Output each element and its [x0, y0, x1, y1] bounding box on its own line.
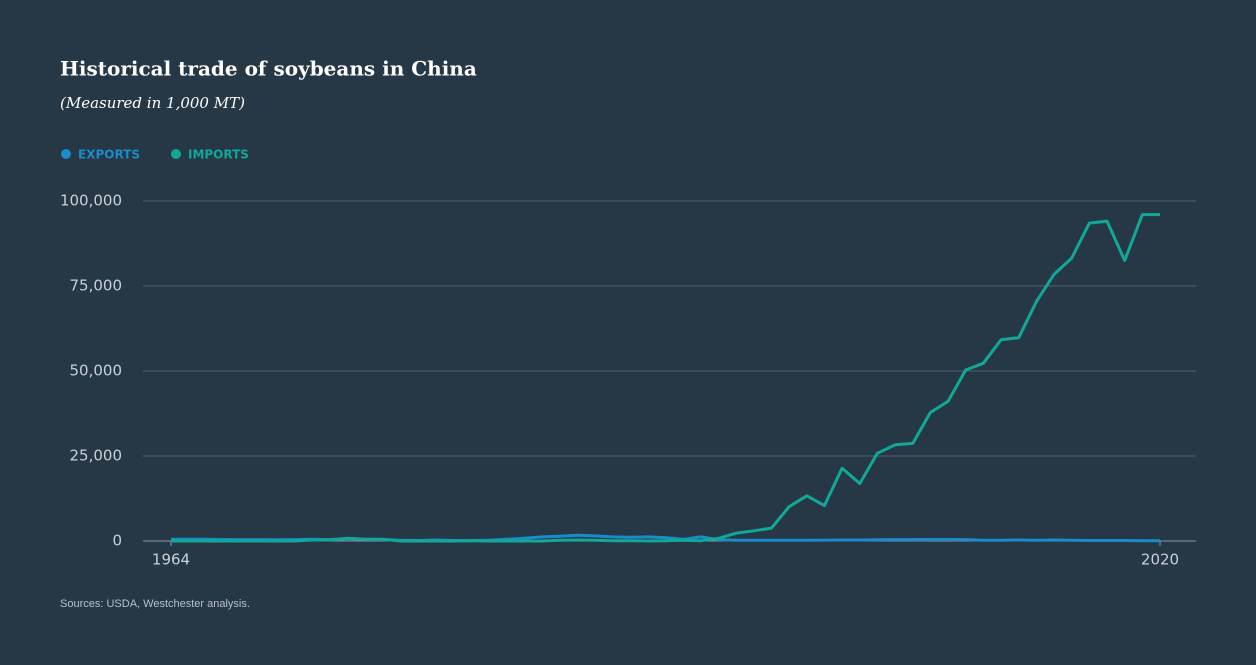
y-tick-label: 50,000: [70, 362, 123, 380]
y-tick-label: 25,000: [70, 447, 123, 465]
legend-label: IMPORTS: [188, 148, 249, 162]
y-tick-label: 100,000: [60, 192, 122, 210]
y-tick-label: 75,000: [70, 277, 123, 295]
series-line: [171, 213, 1160, 543]
legend-label: EXPORTS: [78, 148, 140, 162]
x-tick-label: 1964: [152, 551, 190, 569]
chart-title: Historical trade of soybeans in China: [60, 57, 477, 81]
y-tick-label: 0: [112, 532, 122, 550]
x-tick-label: 2020: [1141, 551, 1179, 569]
legend-marker: [61, 149, 71, 159]
legend-marker: [170, 149, 181, 159]
source-note: Sources: USDA, Westchester analysis.: [60, 598, 250, 610]
chart-subtitle: (Measured in 1,000 MT): [60, 94, 245, 112]
